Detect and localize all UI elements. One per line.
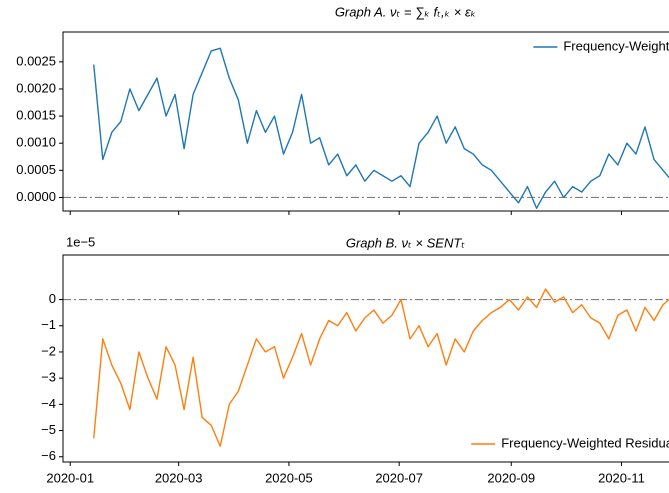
y-tick-label: −2 [41, 343, 56, 358]
legend-label: Frequency-Weighted Residual [563, 38, 669, 53]
x-tick-label: 2020-11 [598, 470, 645, 485]
x-tick-label: 2020-09 [487, 470, 535, 485]
chart-title: Graph A. νₜ = ∑ₖ fₜ,ₖ × εₖ [335, 4, 476, 19]
x-tick-label: 2020-01 [46, 470, 94, 485]
plot-frame [62, 254, 669, 463]
y-tick-label: 0 [49, 291, 56, 306]
y-tick-label: −3 [41, 370, 56, 385]
offset-label: 1e−5 [66, 234, 95, 249]
chart-title: Graph B. νₜ × SENTₜ [346, 235, 465, 250]
x-tick-label: 2020-05 [265, 470, 313, 485]
y-tick-label: 0.0010 [16, 135, 56, 150]
y-tick-label: 0.0000 [16, 189, 56, 204]
y-tick-label: −5 [41, 422, 56, 437]
data-line [93, 47, 669, 209]
y-tick-label: −4 [41, 396, 56, 411]
y-tick-label: 0.0005 [16, 162, 56, 177]
y-tick-label: 0.0020 [16, 80, 56, 95]
data-line [93, 288, 669, 447]
y-tick-label: 0.0015 [16, 108, 56, 123]
plot-frame [62, 31, 669, 212]
x-tick-label: 2020-03 [155, 470, 203, 485]
y-tick-label: −6 [41, 448, 56, 463]
legend-label: Frequency-Weighted Residual Sentiment [501, 435, 669, 450]
y-tick-label: 0.0025 [16, 53, 56, 68]
x-tick-label: 2020-07 [375, 470, 423, 485]
y-tick-label: −1 [41, 317, 56, 332]
